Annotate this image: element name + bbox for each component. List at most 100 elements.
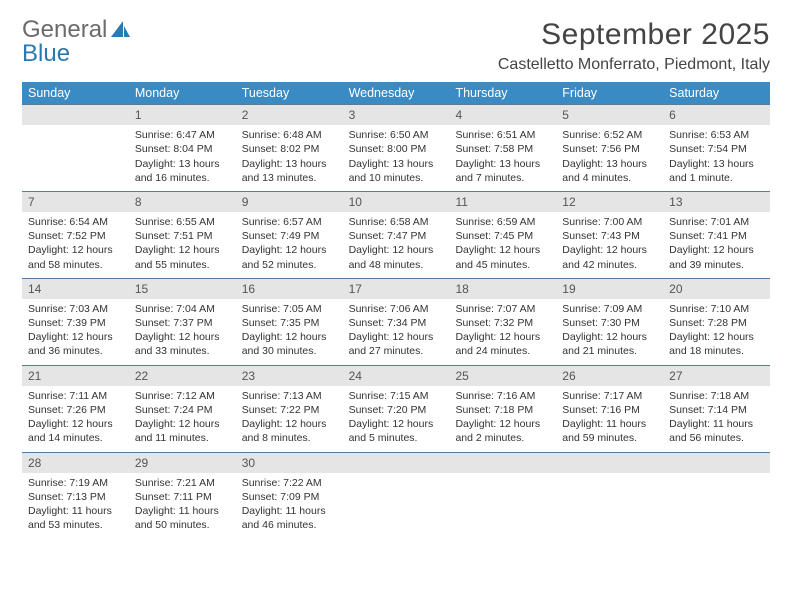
sunrise-text: Sunrise: 6:55 AM — [135, 215, 230, 229]
day-body: Sunrise: 7:19 AMSunset: 7:13 PMDaylight:… — [22, 473, 129, 539]
calendar-grid: Sunday Monday Tuesday Wednesday Thursday… — [22, 82, 770, 538]
sunset-text: Sunset: 7:28 PM — [669, 316, 764, 330]
day-cell — [22, 104, 129, 191]
daylight-text: Daylight: 11 hours and 53 minutes. — [28, 504, 123, 532]
daylight-text: Daylight: 12 hours and 39 minutes. — [669, 243, 764, 271]
dow-saturday: Saturday — [663, 82, 770, 104]
day-number — [663, 452, 770, 473]
day-cell: 21Sunrise: 7:11 AMSunset: 7:26 PMDayligh… — [22, 365, 129, 452]
day-body: Sunrise: 7:16 AMSunset: 7:18 PMDaylight:… — [449, 386, 556, 452]
sunrise-text: Sunrise: 7:03 AM — [28, 302, 123, 316]
daylight-text: Daylight: 12 hours and 24 minutes. — [455, 330, 550, 358]
sunrise-text: Sunrise: 7:18 AM — [669, 389, 764, 403]
sunrise-text: Sunrise: 7:10 AM — [669, 302, 764, 316]
day-cell: 17Sunrise: 7:06 AMSunset: 7:34 PMDayligh… — [343, 278, 450, 365]
day-cell — [449, 452, 556, 539]
day-body: Sunrise: 6:59 AMSunset: 7:45 PMDaylight:… — [449, 212, 556, 278]
day-number — [556, 452, 663, 473]
day-number: 11 — [449, 191, 556, 212]
day-cell: 5Sunrise: 6:52 AMSunset: 7:56 PMDaylight… — [556, 104, 663, 191]
sunrise-text: Sunrise: 7:12 AM — [135, 389, 230, 403]
day-number: 5 — [556, 104, 663, 125]
day-number: 12 — [556, 191, 663, 212]
day-body: Sunrise: 6:53 AMSunset: 7:54 PMDaylight:… — [663, 125, 770, 191]
sunrise-text: Sunrise: 7:09 AM — [562, 302, 657, 316]
sunrise-text: Sunrise: 6:54 AM — [28, 215, 123, 229]
daylight-text: Daylight: 13 hours and 16 minutes. — [135, 157, 230, 185]
week-row: 21Sunrise: 7:11 AMSunset: 7:26 PMDayligh… — [22, 365, 770, 452]
daylight-text: Daylight: 12 hours and 30 minutes. — [242, 330, 337, 358]
daylight-text: Daylight: 12 hours and 18 minutes. — [669, 330, 764, 358]
day-cell: 13Sunrise: 7:01 AMSunset: 7:41 PMDayligh… — [663, 191, 770, 278]
day-number: 13 — [663, 191, 770, 212]
day-body: Sunrise: 7:09 AMSunset: 7:30 PMDaylight:… — [556, 299, 663, 365]
calendar-page: General Blue September 2025 Castelletto … — [0, 0, 792, 556]
sunset-text: Sunset: 7:35 PM — [242, 316, 337, 330]
daylight-text: Daylight: 12 hours and 27 minutes. — [349, 330, 444, 358]
header: General Blue September 2025 Castelletto … — [22, 18, 770, 74]
day-cell: 6Sunrise: 6:53 AMSunset: 7:54 PMDaylight… — [663, 104, 770, 191]
sunrise-text: Sunrise: 6:58 AM — [349, 215, 444, 229]
sunrise-text: Sunrise: 6:47 AM — [135, 128, 230, 142]
day-number: 16 — [236, 278, 343, 299]
day-number: 7 — [22, 191, 129, 212]
sunrise-text: Sunrise: 6:52 AM — [562, 128, 657, 142]
sunset-text: Sunset: 7:32 PM — [455, 316, 550, 330]
daylight-text: Daylight: 12 hours and 2 minutes. — [455, 417, 550, 445]
day-body: Sunrise: 7:10 AMSunset: 7:28 PMDaylight:… — [663, 299, 770, 365]
daylight-text: Daylight: 12 hours and 36 minutes. — [28, 330, 123, 358]
sunrise-text: Sunrise: 7:00 AM — [562, 215, 657, 229]
day-number: 15 — [129, 278, 236, 299]
sunrise-text: Sunrise: 7:01 AM — [669, 215, 764, 229]
day-cell: 1Sunrise: 6:47 AMSunset: 8:04 PMDaylight… — [129, 104, 236, 191]
dow-tuesday: Tuesday — [236, 82, 343, 104]
week-row: 7Sunrise: 6:54 AMSunset: 7:52 PMDaylight… — [22, 191, 770, 278]
sunset-text: Sunset: 7:22 PM — [242, 403, 337, 417]
day-number: 9 — [236, 191, 343, 212]
daylight-text: Daylight: 12 hours and 5 minutes. — [349, 417, 444, 445]
sunset-text: Sunset: 7:13 PM — [28, 490, 123, 504]
day-number: 14 — [22, 278, 129, 299]
daylight-text: Daylight: 12 hours and 11 minutes. — [135, 417, 230, 445]
daylight-text: Daylight: 13 hours and 7 minutes. — [455, 157, 550, 185]
day-number: 2 — [236, 104, 343, 125]
day-number: 18 — [449, 278, 556, 299]
sunrise-text: Sunrise: 7:16 AM — [455, 389, 550, 403]
day-cell: 18Sunrise: 7:07 AMSunset: 7:32 PMDayligh… — [449, 278, 556, 365]
day-cell: 11Sunrise: 6:59 AMSunset: 7:45 PMDayligh… — [449, 191, 556, 278]
daylight-text: Daylight: 12 hours and 8 minutes. — [242, 417, 337, 445]
week-row: 1Sunrise: 6:47 AMSunset: 8:04 PMDaylight… — [22, 104, 770, 191]
daylight-text: Daylight: 11 hours and 56 minutes. — [669, 417, 764, 445]
sunset-text: Sunset: 8:00 PM — [349, 142, 444, 156]
day-body: Sunrise: 7:21 AMSunset: 7:11 PMDaylight:… — [129, 473, 236, 539]
day-body: Sunrise: 7:11 AMSunset: 7:26 PMDaylight:… — [22, 386, 129, 452]
dow-friday: Friday — [556, 82, 663, 104]
daylight-text: Daylight: 12 hours and 58 minutes. — [28, 243, 123, 271]
sunset-text: Sunset: 8:04 PM — [135, 142, 230, 156]
day-cell: 8Sunrise: 6:55 AMSunset: 7:51 PMDaylight… — [129, 191, 236, 278]
day-body: Sunrise: 6:52 AMSunset: 7:56 PMDaylight:… — [556, 125, 663, 191]
month-title: September 2025 — [498, 18, 770, 52]
sunrise-text: Sunrise: 7:05 AM — [242, 302, 337, 316]
sunrise-text: Sunrise: 7:04 AM — [135, 302, 230, 316]
sunrise-text: Sunrise: 7:15 AM — [349, 389, 444, 403]
day-body: Sunrise: 7:07 AMSunset: 7:32 PMDaylight:… — [449, 299, 556, 365]
week-row: 28Sunrise: 7:19 AMSunset: 7:13 PMDayligh… — [22, 452, 770, 539]
sail-icon — [109, 19, 131, 39]
day-cell — [556, 452, 663, 539]
day-body: Sunrise: 6:47 AMSunset: 8:04 PMDaylight:… — [129, 125, 236, 191]
sunset-text: Sunset: 7:45 PM — [455, 229, 550, 243]
sunset-text: Sunset: 7:54 PM — [669, 142, 764, 156]
dow-sunday: Sunday — [22, 82, 129, 104]
week-row: 14Sunrise: 7:03 AMSunset: 7:39 PMDayligh… — [22, 278, 770, 365]
sunset-text: Sunset: 8:02 PM — [242, 142, 337, 156]
day-cell: 19Sunrise: 7:09 AMSunset: 7:30 PMDayligh… — [556, 278, 663, 365]
dow-row: Sunday Monday Tuesday Wednesday Thursday… — [22, 82, 770, 104]
day-body: Sunrise: 7:15 AMSunset: 7:20 PMDaylight:… — [343, 386, 450, 452]
sunset-text: Sunset: 7:11 PM — [135, 490, 230, 504]
day-cell — [343, 452, 450, 539]
day-number: 17 — [343, 278, 450, 299]
daylight-text: Daylight: 12 hours and 48 minutes. — [349, 243, 444, 271]
day-number: 21 — [22, 365, 129, 386]
sunset-text: Sunset: 7:14 PM — [669, 403, 764, 417]
